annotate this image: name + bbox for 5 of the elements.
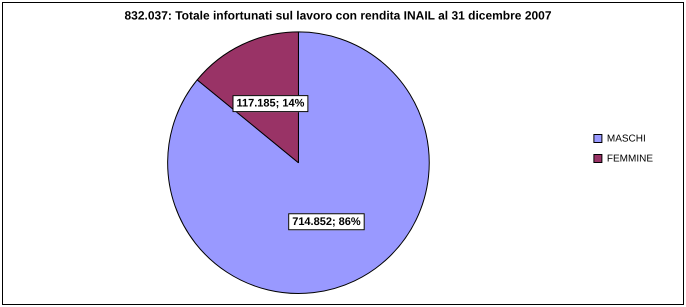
chart-title: 832.037: Totale infortunati sul lavoro con rendita INAIL al 31 dicembre 2007 [124, 8, 552, 23]
legend-label: MASCHI [606, 133, 646, 144]
data-label: 714.852; 86% [292, 216, 361, 228]
data-label: 117.185; 14% [236, 98, 305, 110]
legend-label: FEMMINE [606, 153, 654, 164]
